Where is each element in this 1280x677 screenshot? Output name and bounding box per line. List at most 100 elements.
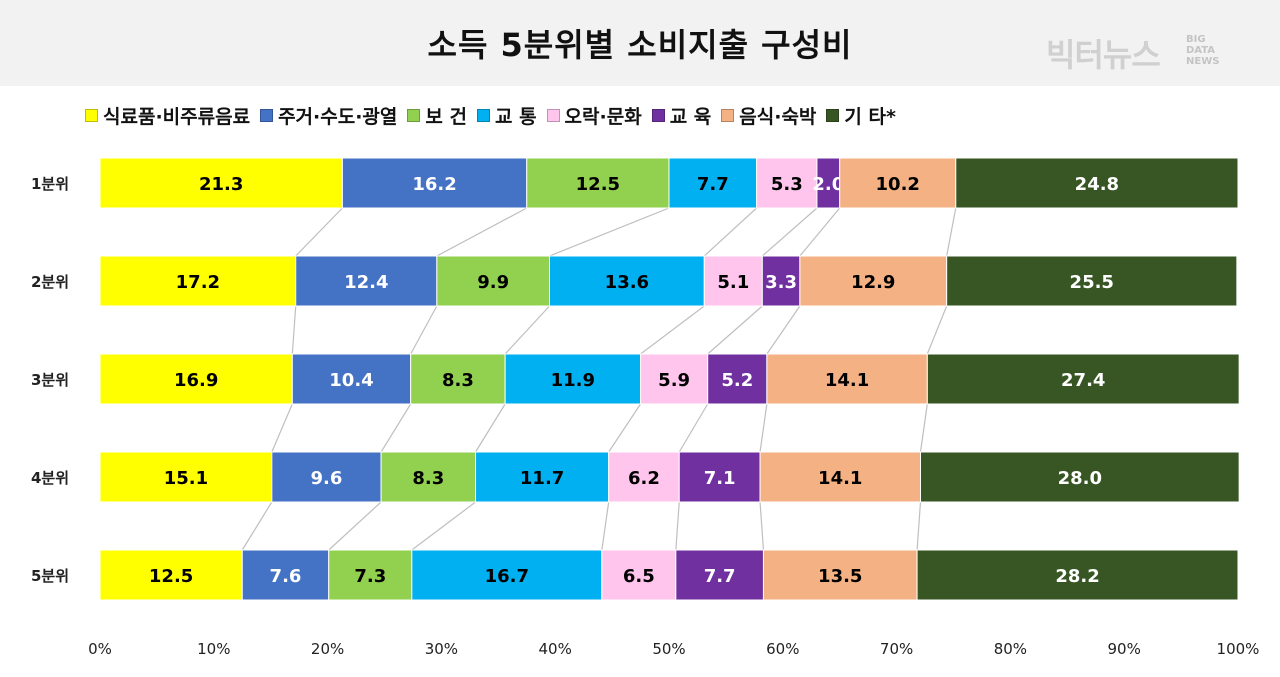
data-label: 12.5 — [149, 566, 193, 587]
data-label: 27.4 — [1061, 370, 1105, 391]
data-label: 25.5 — [1070, 272, 1114, 293]
data-label: 16.2 — [412, 174, 456, 195]
legend-item: 주거·수도·광열 — [260, 102, 397, 129]
series-line — [766, 305, 801, 355]
legend-label: 보 건 — [425, 105, 467, 128]
bar-segment — [926, 353, 1240, 405]
bar-segment — [410, 353, 506, 405]
legend-swatch — [826, 108, 840, 122]
bar-segment — [675, 549, 764, 601]
series-line — [380, 403, 412, 453]
bar-segment — [955, 157, 1239, 209]
series-line — [707, 305, 763, 355]
data-label: 11.7 — [520, 468, 564, 489]
data-label: 9.9 — [477, 272, 509, 293]
bar-segment — [99, 353, 293, 405]
x-tick-label: 70% — [880, 640, 913, 658]
data-label: 15.1 — [164, 468, 208, 489]
x-tick-label: 30% — [425, 640, 458, 658]
data-label: 7.3 — [354, 566, 386, 587]
data-label: 14.1 — [818, 468, 862, 489]
data-label: 16.7 — [485, 566, 529, 587]
x-tick-label: 60% — [766, 640, 799, 658]
legend-swatch — [651, 108, 665, 122]
bar-segment — [295, 255, 438, 307]
x-tick-label: 0% — [88, 640, 112, 658]
category-label: 5분위 — [31, 567, 69, 585]
bar-segment — [241, 549, 330, 601]
legend-item: 교 통 — [476, 102, 537, 129]
data-label: 28.2 — [1055, 566, 1099, 587]
data-label: 28.0 — [1058, 468, 1102, 489]
series-line — [410, 305, 438, 355]
series-line — [295, 207, 343, 257]
legend-swatch — [546, 108, 560, 122]
series-line — [475, 403, 506, 453]
data-label: 8.3 — [412, 468, 444, 489]
brand-sub-line: NEWS — [1186, 56, 1220, 67]
bar-segment — [411, 549, 603, 601]
bar-segment — [762, 549, 918, 601]
legend-item: 식료품·비주류음료 — [85, 102, 250, 129]
legend-label: 음식·숙박 — [739, 105, 817, 128]
data-label: 5.1 — [717, 272, 749, 293]
series-line — [703, 207, 758, 257]
legend-label: 교 통 — [494, 105, 537, 128]
legend-swatch — [407, 108, 421, 122]
legend-label: 기 타* — [844, 105, 896, 128]
bar-segment — [291, 353, 412, 405]
x-tick-label: 40% — [539, 640, 572, 658]
brand-subtext: BIG DATA NEWS — [1186, 34, 1219, 67]
data-label: 12.9 — [851, 272, 895, 293]
data-label: 5.3 — [771, 174, 803, 195]
data-label: 13.5 — [818, 566, 862, 587]
legend-item: 교 육 — [651, 102, 711, 129]
bar-segment — [756, 157, 818, 209]
x-tick-label: 50% — [652, 640, 685, 658]
series-line — [241, 501, 273, 551]
bar-segment — [703, 255, 763, 307]
series-line — [411, 501, 476, 551]
x-tick-label: 10% — [197, 640, 230, 658]
bar-segment — [475, 451, 610, 503]
data-label: 7.7 — [697, 174, 729, 195]
series-line — [504, 305, 550, 355]
data-label: 16.9 — [174, 370, 218, 391]
bar-segment — [946, 255, 1238, 307]
series-line — [328, 501, 382, 551]
legend-swatch — [721, 108, 735, 122]
data-label: 10.2 — [876, 174, 920, 195]
bar-segment — [341, 157, 528, 209]
series-line — [640, 305, 705, 355]
legend-item: 음식·숙박 — [721, 102, 816, 129]
data-label: 7.6 — [270, 566, 302, 587]
data-label: 11.9 — [551, 370, 595, 391]
data-label: 10.4 — [329, 370, 373, 391]
series-line — [549, 207, 670, 257]
legend-item: 오락·문화 — [546, 102, 642, 129]
series-line — [926, 305, 948, 355]
data-label: 17.2 — [176, 272, 220, 293]
data-label: 14.1 — [825, 370, 869, 391]
data-label: 12.5 — [576, 174, 620, 195]
series-line — [759, 501, 765, 551]
bar-segment — [678, 451, 761, 503]
bar-segment — [271, 451, 382, 503]
x-tick-label: 20% — [311, 640, 344, 658]
x-tick-label: 80% — [994, 640, 1027, 658]
chart-title: 소득 5분위별 소비지출 구성비 — [427, 26, 853, 64]
data-label: 5.9 — [658, 370, 690, 391]
bar-segment — [549, 255, 705, 307]
data-label: 6.5 — [623, 566, 655, 587]
series-line — [919, 403, 928, 453]
data-label: 7.7 — [704, 566, 736, 587]
bar-segment — [99, 157, 343, 209]
category-label: 4분위 — [31, 469, 69, 487]
legend-item: 보 건 — [407, 102, 467, 129]
data-label: 3.3 — [765, 272, 797, 293]
brand-sub-line: BIG — [1186, 34, 1206, 45]
title-bar: 소득 5분위별 소비지출 구성비 빅터뉴스 BIG DATA NEWS — [0, 0, 1280, 86]
legend-swatch — [260, 108, 274, 122]
bar-segment — [668, 157, 758, 209]
series-line — [916, 501, 922, 551]
